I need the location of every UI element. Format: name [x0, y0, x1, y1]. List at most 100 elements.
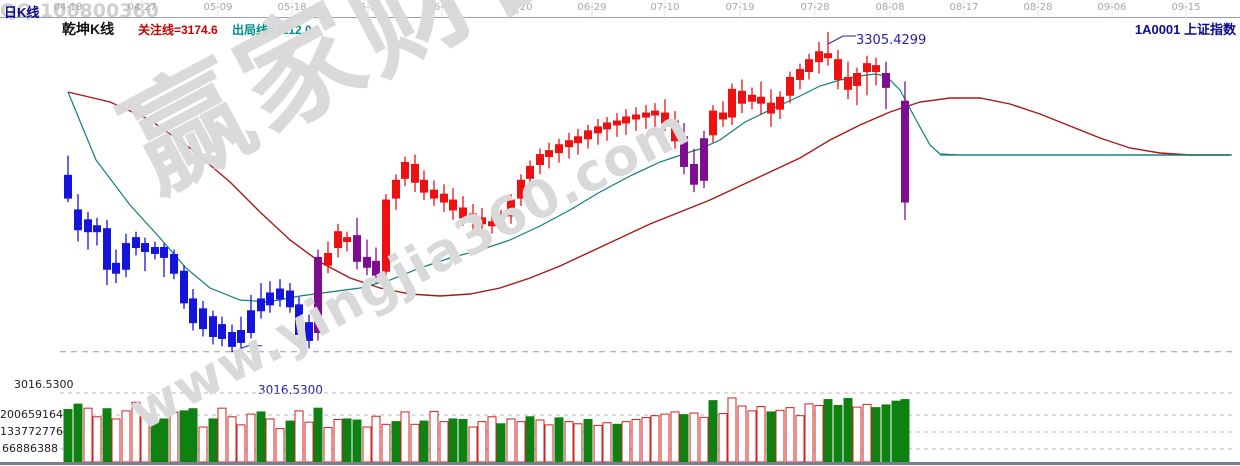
date-axis-tick: 09-06	[1097, 2, 1127, 13]
date-axis-tick: 08-17	[949, 2, 979, 13]
candlestick	[93, 217, 101, 246]
candlestick	[112, 249, 120, 284]
candlestick	[74, 194, 82, 242]
candlestick	[536, 148, 544, 175]
volume-bar	[313, 407, 323, 463]
volume-bar	[323, 427, 333, 463]
candlestick	[295, 296, 303, 343]
candlestick	[805, 53, 813, 80]
volume-bar	[900, 399, 910, 463]
candlestick	[401, 156, 409, 187]
volume-bar	[583, 418, 593, 463]
volume-bar	[391, 421, 401, 463]
candlestick	[853, 67, 861, 106]
volume-bar	[602, 422, 612, 463]
volume-bar	[352, 419, 362, 463]
volume-bar	[304, 421, 314, 463]
volume-bar	[823, 399, 833, 463]
candlestick	[613, 113, 621, 137]
date-axis-tick: 05-18	[277, 2, 307, 13]
volume-bar	[333, 418, 343, 463]
low-price-annotation: 3016.5300	[258, 383, 323, 397]
candlestick	[786, 71, 794, 104]
volume-bar	[525, 416, 535, 463]
candlestick	[363, 239, 371, 276]
volume-bar	[294, 410, 304, 463]
volume-axis-label: 66886388	[2, 442, 58, 455]
volume-bar	[496, 423, 506, 463]
volume-bar	[573, 423, 583, 463]
candlestick	[738, 79, 746, 114]
candlestick	[459, 196, 467, 226]
volume-bar	[111, 418, 121, 463]
volume-bar	[371, 415, 381, 463]
volume-bar	[121, 410, 131, 463]
candlestick	[84, 211, 92, 250]
volume-bar	[891, 400, 901, 463]
volume-bar	[458, 418, 468, 463]
volume-bar	[83, 407, 93, 463]
price-panel	[0, 18, 1240, 390]
candlestick	[728, 83, 736, 125]
volume-bar	[159, 418, 169, 463]
volume-bar	[564, 421, 574, 463]
date-axis-tick: 06-20	[503, 2, 533, 13]
volume-bar	[708, 400, 718, 463]
volume-bar	[516, 421, 526, 463]
volume-bar	[747, 410, 757, 463]
volume-bar	[718, 413, 728, 463]
volume-bar	[699, 416, 709, 463]
candlestick	[584, 124, 592, 149]
volume-panel	[0, 390, 1240, 466]
candlestick	[469, 204, 477, 230]
candlestick	[748, 87, 756, 110]
date-axis-tick: 05-09	[203, 2, 233, 13]
volume-panel-baseline	[0, 462, 1240, 465]
candlestick	[276, 279, 284, 307]
candlestick	[141, 237, 149, 272]
volume-bar	[862, 403, 872, 463]
candlestick	[545, 142, 553, 169]
exit-line-value: 出局线=3212.0	[232, 23, 312, 37]
volume-bar	[131, 401, 141, 463]
qq-watermark: QQ:100800360	[0, 0, 159, 22]
volume-bar	[198, 426, 208, 463]
volume-bar	[679, 414, 689, 463]
volume-bar	[660, 413, 670, 463]
candlestick	[237, 316, 245, 349]
candlestick	[690, 148, 698, 193]
volume-bar	[881, 404, 891, 463]
volume-bar	[775, 409, 785, 463]
candlestick	[517, 174, 525, 206]
date-axis-tick: 08-28	[1023, 2, 1053, 13]
volume-bar	[477, 421, 487, 463]
high-price-annotation: 3305.4299	[856, 33, 927, 48]
volume-bar	[400, 411, 410, 463]
candlestick	[497, 209, 505, 232]
volume-bar	[227, 416, 237, 463]
candlestick	[796, 63, 804, 90]
candlestick	[642, 105, 650, 129]
volume-bar	[756, 406, 766, 463]
candlestick	[151, 241, 159, 260]
date-axis-tick: 08-08	[875, 2, 905, 13]
volume-bar	[246, 413, 256, 463]
volume-bar	[208, 418, 218, 463]
date-axis-tick: 06-29	[577, 2, 607, 13]
candlestick	[555, 138, 563, 163]
date-axis-tick: 09-15	[1171, 2, 1201, 13]
candlestick	[122, 233, 130, 278]
volume-bar	[631, 418, 641, 463]
candlestick	[314, 249, 322, 341]
candlestick	[257, 283, 265, 319]
volume-bar	[506, 418, 516, 463]
candlestick	[392, 174, 400, 210]
candlestick	[651, 103, 659, 127]
volume-bar	[852, 406, 862, 463]
candlestick	[420, 170, 428, 201]
volume-bar	[188, 408, 198, 463]
volume-bar	[621, 421, 631, 463]
candlestick	[488, 211, 496, 234]
volume-bar	[487, 416, 497, 463]
candlestick	[343, 231, 351, 252]
